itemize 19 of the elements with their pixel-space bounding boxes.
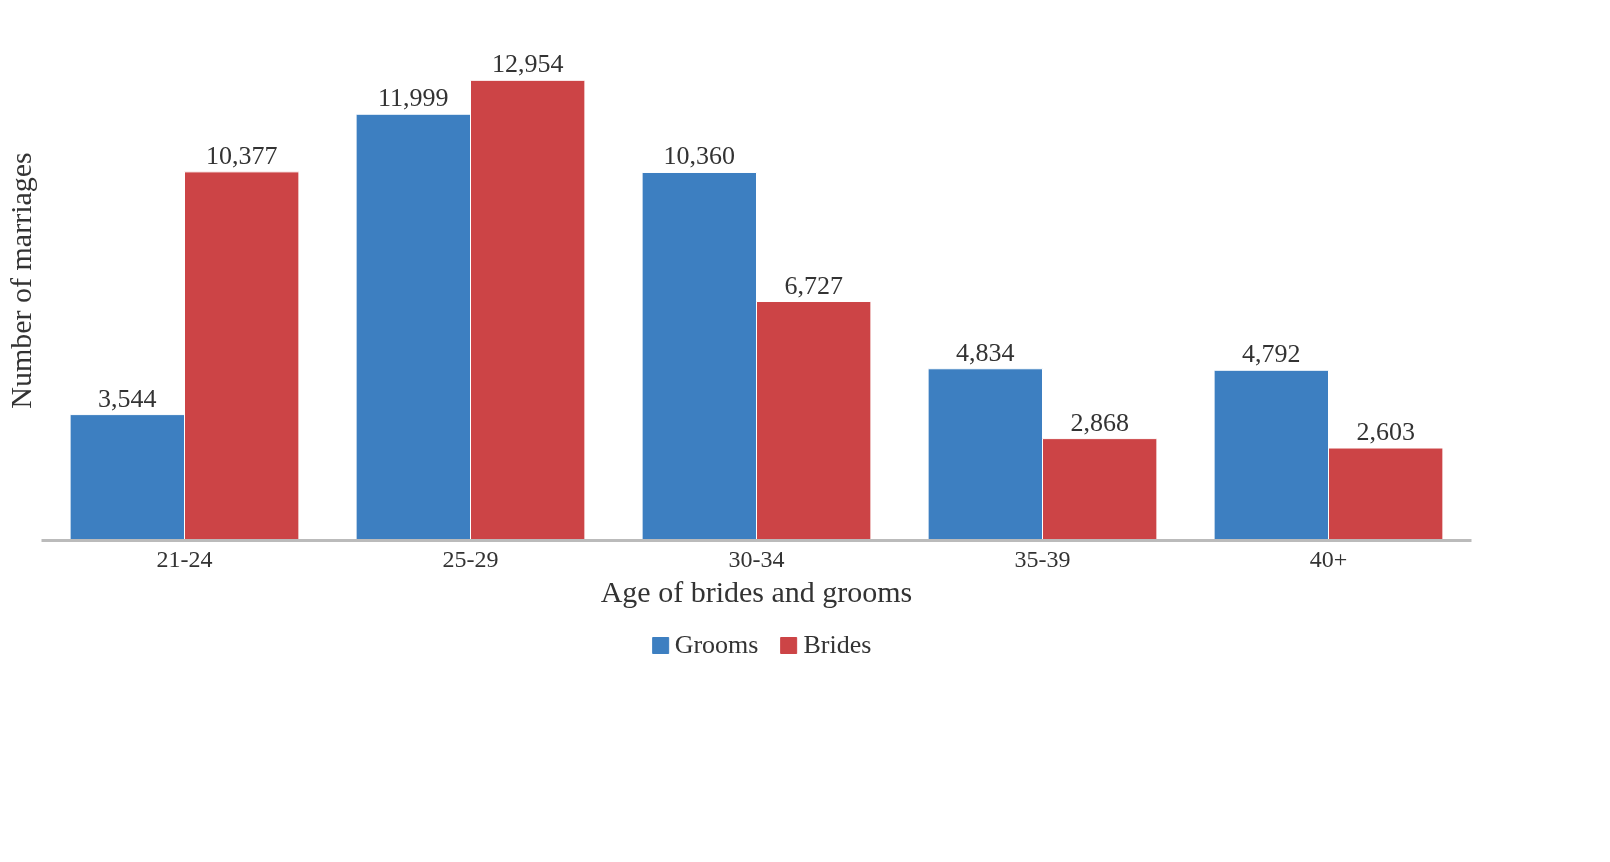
data-label: 3,544 [98, 383, 157, 413]
data-label: 11,999 [378, 83, 449, 113]
data-label: 2,868 [1070, 407, 1129, 437]
x-tick-label: 35-39 [1014, 545, 1071, 572]
x-tick-label: 30-34 [728, 545, 785, 572]
legend-label: Grooms [674, 630, 759, 660]
x-tick-label: 21-24 [156, 545, 213, 572]
data-label: 6,727 [784, 270, 843, 300]
data-label: 10,360 [663, 141, 736, 171]
x-axis-title: Age of brides and grooms [600, 574, 913, 608]
data-label: 10,377 [205, 140, 278, 170]
x-tick-label: 40+ [1309, 545, 1348, 572]
x-tick-label: 25-29 [442, 545, 499, 572]
data-label: 4,834 [956, 337, 1015, 367]
data-label: 2,603 [1356, 417, 1415, 447]
data-label: 4,792 [1242, 339, 1301, 369]
y-axis-title: Number of marriages [3, 152, 37, 409]
data-label: 12,954 [491, 49, 564, 79]
legend-label: Brides [803, 630, 872, 660]
